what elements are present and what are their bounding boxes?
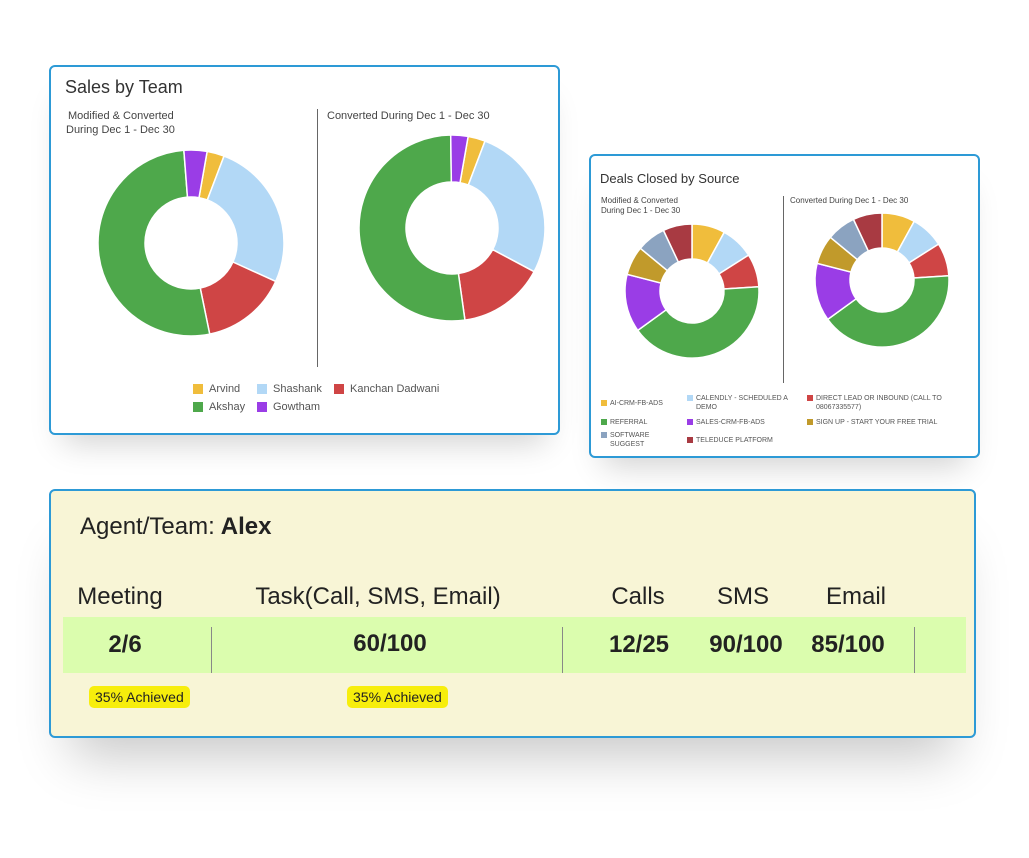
legend-item-arvind: Arvind xyxy=(193,383,240,396)
legend-item-kanchan-dadwani: Kanchan Dadwani xyxy=(334,383,439,396)
legend-label: SOFTWARE SUGGEST xyxy=(610,432,650,448)
legend-swatch xyxy=(807,395,813,401)
agent-name: Alex xyxy=(220,513,272,540)
legend-item-gowtham: Gowtham xyxy=(257,401,320,414)
legend-swatch xyxy=(687,419,693,425)
meeting-header: Meeting xyxy=(77,583,163,610)
legend-item-referral: REFERRAL xyxy=(601,418,689,427)
legend-swatch xyxy=(601,400,607,406)
legend-label: SIGN UP - START YOUR FREE TRIAL xyxy=(816,419,938,426)
legend-item-sales-crm-fb-ads: SALES-CRM-FB-ADS xyxy=(687,418,799,427)
deals-left-subtitle-line1: Modified & Converted xyxy=(601,196,678,205)
agent-team-label: Agent/Team: Alex xyxy=(80,513,271,541)
donut-slice-gowtham[interactable] xyxy=(183,149,209,199)
legend-swatch xyxy=(687,437,693,443)
legend-label: AI-CRM-FB-ADS xyxy=(610,400,663,407)
sms-header: SMS xyxy=(716,583,770,610)
sales-by-team-title: Sales by Team xyxy=(65,77,183,97)
legend-swatch xyxy=(334,384,344,394)
donut-slice-referral[interactable] xyxy=(636,285,760,359)
legend-swatch xyxy=(601,432,607,438)
deals-left-subtitle: Modified & Converted During Dec 1 - Dec … xyxy=(601,196,680,216)
legend-label: Arvind xyxy=(209,383,241,395)
agent-team-caption: Agent/Team: xyxy=(80,513,215,540)
donut-slice-shashank[interactable] xyxy=(467,140,546,273)
legend-label: Kanchan Dadwani xyxy=(350,383,440,395)
sales-by-team-card: Sales by Team Modified & Converted Durin… xyxy=(49,65,560,435)
sales-right-subtitle: Converted During Dec 1 - Dec 30 xyxy=(327,110,490,122)
donut-slice-teleduce-platform[interactable] xyxy=(662,223,693,264)
legend-item-software-suggest: SOFTWARE SUGGEST xyxy=(601,431,671,449)
donut-slice-gowtham[interactable] xyxy=(449,134,470,184)
sms-value: 90/100 xyxy=(709,631,783,658)
meeting-value: 2/6 xyxy=(108,631,142,658)
donut-slice-akshay[interactable] xyxy=(358,134,466,322)
meeting-achieved-badge: 35% Achieved xyxy=(89,686,190,708)
sales-left-donut-chart xyxy=(97,149,285,337)
legend-label: Akshay xyxy=(209,401,246,413)
sales-left-subtitle: Modified & Converted During Dec 1 - Dec … xyxy=(66,110,175,138)
legend-label: TELEDUCE PLATFORM xyxy=(696,437,773,444)
legend-swatch xyxy=(193,384,203,394)
sales-right-donut-chart xyxy=(358,134,546,322)
agent-summary-card: Agent/Team: Alex Meeting Task(Call, SMS, … xyxy=(49,489,976,738)
calls-header: Calls xyxy=(611,583,665,610)
legend-swatch xyxy=(257,384,267,394)
deals-by-source-card: Deals Closed by Source Modified & Conver… xyxy=(589,154,980,458)
legend-label: Gowtham xyxy=(273,401,321,413)
legend-item-teleduce-platform: TELEDUCE PLATFORM xyxy=(687,436,799,445)
stats-divider xyxy=(914,627,915,673)
deals-left-donut-chart xyxy=(624,223,760,359)
legend-swatch xyxy=(193,402,203,412)
stats-divider xyxy=(562,627,563,673)
email-header: Email xyxy=(825,583,887,610)
legend-label: CALENDLY - SCHEDULED A DEMO xyxy=(696,395,788,411)
legend-label: SALES-CRM-FB-ADS xyxy=(696,419,765,426)
legend-swatch xyxy=(257,402,267,412)
sales-chart-divider xyxy=(317,109,318,367)
legend-item-ai-crm-fb-ads: AI-CRM-FB-ADS xyxy=(601,399,689,408)
deals-by-source-title: Deals Closed by Source xyxy=(600,171,740,186)
task-value: 60/100 xyxy=(353,630,427,657)
legend-label: REFERRAL xyxy=(610,419,648,426)
donut-slice-akshay[interactable] xyxy=(97,149,211,337)
deals-right-donut-chart xyxy=(814,212,950,348)
legend-label: DIRECT LEAD OR INBOUND (CALL TO 08067335… xyxy=(816,395,942,411)
task-header: Task(Call, SMS, Email) xyxy=(255,583,501,610)
sales-left-subtitle-line2: During Dec 1 - Dec 30 xyxy=(66,123,175,136)
stats-band xyxy=(63,617,966,673)
legend-item-sign-up: SIGN UP - START YOUR FREE TRIAL xyxy=(807,418,967,427)
deals-left-subtitle-line2: During Dec 1 - Dec 30 xyxy=(601,206,681,215)
deals-right-subtitle: Converted During Dec 1 - Dec 30 xyxy=(790,196,909,205)
calls-value: 12/25 xyxy=(608,631,670,658)
donut-slice-referral[interactable] xyxy=(826,274,950,348)
stats-divider xyxy=(211,627,212,673)
deals-chart-divider xyxy=(783,196,784,383)
task-achieved-badge: 35% Achieved xyxy=(347,686,448,708)
sales-left-subtitle-line1: Modified & Converted xyxy=(68,110,174,122)
legend-swatch xyxy=(687,395,693,401)
legend-swatch xyxy=(601,419,607,425)
legend-label: Shashank xyxy=(273,383,322,395)
legend-item-calendly: CALENDLY - SCHEDULED A DEMO xyxy=(687,394,799,412)
donut-slice-teleduce-platform[interactable] xyxy=(852,212,883,253)
legend-item-akshay: Akshay xyxy=(193,401,245,414)
legend-item-direct-lead: DIRECT LEAD OR INBOUND (CALL TO 08067335… xyxy=(807,394,967,412)
email-value: 85/100 xyxy=(811,631,885,658)
donut-slice-shashank[interactable] xyxy=(206,155,285,283)
legend-item-shashank: Shashank xyxy=(257,383,322,396)
legend-swatch xyxy=(807,419,813,425)
